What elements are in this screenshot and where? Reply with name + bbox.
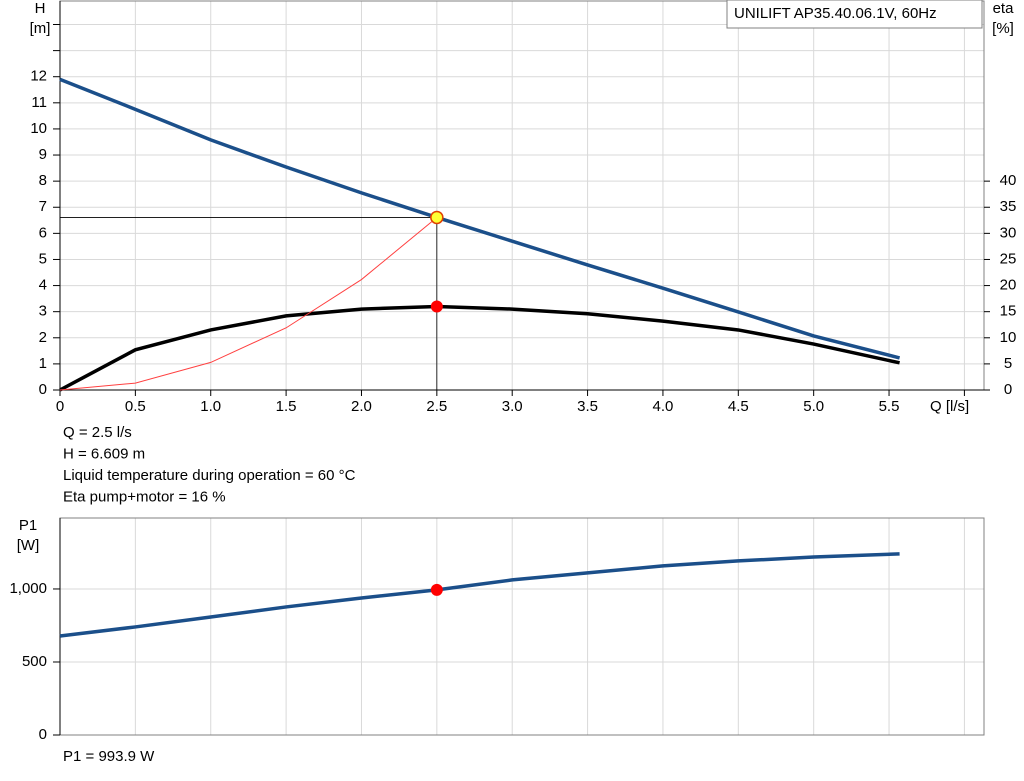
y-tick-label: 8 <box>39 172 47 189</box>
x-tick-label: 3.0 <box>502 398 523 415</box>
x-tick-label: 4.5 <box>728 398 749 415</box>
plot-frame <box>59 517 985 736</box>
y-tick-label: 0 <box>39 381 47 398</box>
x-tick-label: 5.5 <box>879 398 900 415</box>
y-tick-label: 2 <box>39 329 47 346</box>
x-tick-label: 4.0 <box>653 398 674 415</box>
y2-tick-label: 40 <box>1000 172 1017 189</box>
info-text: Eta pump+motor = 16 % <box>63 488 226 505</box>
y2-tick-label: 30 <box>1000 224 1017 241</box>
y2-tick-label: 20 <box>1000 277 1017 294</box>
series-line <box>59 304 900 392</box>
x-tick-label: 5.0 <box>803 398 824 415</box>
x-tick-label: 1.0 <box>200 398 221 415</box>
info-text: H = 6.609 m <box>63 445 145 462</box>
x-axis-label: Q [l/s] <box>930 398 969 415</box>
series-line <box>59 552 900 638</box>
duty-point <box>430 210 444 225</box>
y2-tick-label: 25 <box>1000 250 1017 267</box>
legend-box <box>726 0 983 29</box>
info-text: Q = 2.5 l/s <box>63 424 132 441</box>
y-tick-label: 12 <box>30 68 47 85</box>
y2-tick-label: 15 <box>1000 303 1017 320</box>
x-tick-label: 0.5 <box>125 398 146 415</box>
y2-tick-label: 5 <box>1004 355 1012 372</box>
y-axis-label: H <box>35 0 46 17</box>
y2-axis-unit: [%] <box>992 20 1014 37</box>
y2-tick-label: 0 <box>1004 381 1012 398</box>
y-tick-label: 1,000 <box>9 580 47 597</box>
y-tick-label: 6 <box>39 224 47 241</box>
x-tick-label: 0 <box>56 398 64 415</box>
y-axis-label: P1 <box>19 517 37 534</box>
x-tick-label: 2.0 <box>351 398 372 415</box>
x-tick-label: 3.5 <box>577 398 598 415</box>
duty-point <box>430 583 443 596</box>
y-tick-label: 11 <box>31 94 47 111</box>
y-tick-label: 4 <box>39 277 47 294</box>
duty-point <box>430 300 443 313</box>
y2-tick-label: 10 <box>1000 329 1017 346</box>
y-tick-label: 0 <box>39 726 47 743</box>
y-tick-label: 3 <box>39 303 47 320</box>
series-line <box>59 77 901 360</box>
y2-axis-label: eta <box>993 0 1015 17</box>
x-tick-label: 2.5 <box>426 398 447 415</box>
series-line <box>59 217 438 391</box>
y-tick-label: 9 <box>39 146 47 163</box>
x-tick-label: 1.5 <box>276 398 297 415</box>
y-tick-label: 5 <box>39 250 47 267</box>
y-tick-label: 500 <box>22 653 47 670</box>
y2-tick-label: 35 <box>1000 198 1017 215</box>
y-tick-label: 10 <box>30 120 47 137</box>
y-axis-unit: [W] <box>17 537 40 554</box>
y-tick-label: 1 <box>39 355 47 372</box>
y-tick-label: 7 <box>39 198 47 215</box>
y-axis-unit: [m] <box>30 20 51 37</box>
info-text: P1 = 993.9 W <box>63 748 155 765</box>
chart-title: UNILIFT AP35.40.06.1V, 60Hz <box>734 5 937 22</box>
info-text: Liquid temperature during operation = 60… <box>63 467 356 484</box>
